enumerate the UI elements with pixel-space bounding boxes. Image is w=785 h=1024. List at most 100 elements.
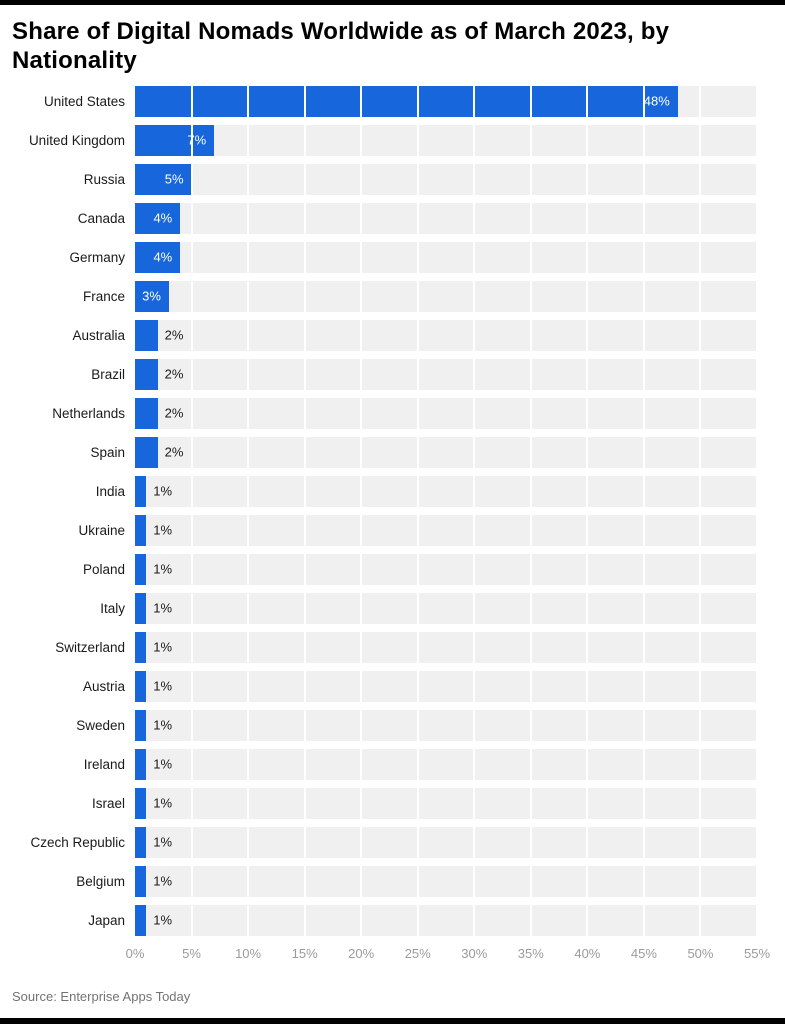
bar-track: 1% (135, 826, 757, 858)
category-label: Canada (77, 210, 125, 226)
bar-track: 2% (135, 358, 757, 390)
bar: 3% (135, 280, 169, 312)
value-label: 3% (142, 288, 161, 304)
value-label: 5% (164, 171, 184, 187)
bar-track: 1% (135, 748, 757, 780)
bar (135, 631, 147, 663)
bar (135, 319, 158, 351)
category-label: Australia (72, 327, 125, 343)
bar-track: 4% (135, 241, 757, 273)
category-label: India (95, 483, 125, 499)
category-label: Spain (90, 444, 125, 460)
category-label: Brazil (91, 366, 125, 382)
value-label: 2% (164, 327, 184, 343)
bar-track: 1% (135, 553, 757, 585)
chart-rows: United States 48% United Kingdom 7% Russia 5%… (0, 81, 758, 940)
value-label: 2% (164, 444, 184, 460)
bar-track: 1% (135, 787, 757, 819)
chart-row: Russia 5% (0, 160, 757, 199)
category-label: Netherlands (52, 405, 125, 421)
chart-row: Switzerland 1% (0, 628, 757, 667)
bar (135, 475, 147, 507)
bar-track: 1% (135, 709, 757, 741)
chart-row: Brazil 2% (0, 355, 757, 394)
bar-track: 2% (135, 319, 757, 351)
bar-track: 1% (135, 670, 757, 702)
x-tick-label: 0% (125, 945, 145, 961)
x-tick-label: 30% (461, 945, 488, 961)
x-tick-label: 5% (182, 945, 201, 961)
value-label: 1% (153, 600, 173, 616)
bar (135, 670, 147, 702)
bar (135, 553, 147, 585)
chart-row: United States 48% (0, 82, 757, 121)
bar: 5% (135, 163, 192, 195)
chart-row: Czech Republic 1% (0, 823, 757, 862)
category-label: Russia (83, 171, 125, 187)
value-label: 1% (153, 795, 173, 811)
category-label: Japan (88, 912, 125, 928)
x-tick-label: 45% (630, 945, 657, 961)
bar: 4% (135, 241, 181, 273)
category-label: Austria (82, 678, 125, 694)
category-label: Poland (82, 561, 125, 577)
bar (135, 826, 147, 858)
value-label: 1% (153, 717, 173, 733)
value-label: 1% (153, 678, 173, 694)
bar-track: 1% (135, 514, 757, 546)
bar (135, 904, 147, 936)
bar-track: 7% (135, 124, 757, 156)
value-label: 2% (164, 405, 184, 421)
bar (135, 748, 147, 780)
value-label: 1% (153, 522, 173, 538)
bar-track: 1% (135, 592, 757, 624)
value-label: 1% (153, 483, 173, 499)
value-label: 48% (643, 93, 670, 109)
chart-title: Share of Digital Nomads Worldwide as of … (12, 18, 670, 75)
chart-row: Australia 2% (0, 316, 757, 355)
chart-row: Ukraine 1% (0, 511, 757, 550)
x-tick-label: 10% (235, 945, 262, 961)
x-tick-label: 35% (517, 945, 544, 961)
bar: 48% (135, 85, 678, 117)
value-label: 1% (153, 834, 173, 850)
chart-row: Germany 4% (0, 238, 757, 277)
bar (135, 592, 147, 624)
category-label: Switzerland (55, 639, 125, 655)
chart-row: Italy 1% (0, 589, 757, 628)
bar: 7% (135, 124, 215, 156)
bar-track: 48% (135, 85, 757, 117)
category-label: Belgium (76, 873, 125, 889)
value-label: 1% (153, 639, 173, 655)
chart-row: Ireland 1% (0, 745, 757, 784)
category-label: Italy (100, 600, 125, 616)
chart-row: Netherlands 2% (0, 394, 757, 433)
value-label: 1% (153, 756, 173, 772)
value-label: 1% (153, 912, 173, 928)
bar-track: 2% (135, 436, 757, 468)
x-tick-label: 25% (404, 945, 431, 961)
value-label: 2% (164, 366, 184, 382)
chart-area: United States 48% United Kingdom 7% Russia 5%… (0, 81, 785, 940)
category-label: United Kingdom (28, 132, 125, 148)
bar-track: 1% (135, 865, 757, 897)
x-axis: 0% 5% 10% 15% 20% 25% 30% 35% 40% 45% 50% 55% (126, 940, 770, 966)
x-tick-label: 15% (291, 945, 318, 961)
bar-track: 4% (135, 202, 757, 234)
chart-row: India 1% (0, 472, 757, 511)
bar-track: 1% (135, 904, 757, 936)
value-label: 4% (153, 210, 173, 226)
x-tick-label: 20% (348, 945, 375, 961)
bar (135, 865, 147, 897)
bar (135, 397, 158, 429)
chart-row: Sweden 1% (0, 706, 757, 745)
value-label: 7% (187, 132, 207, 148)
chart-row: France 3% (0, 277, 757, 316)
x-tick-label: 55% (743, 945, 771, 961)
bar-track: 1% (135, 475, 757, 507)
category-label: Ireland (83, 756, 125, 772)
category-label: United States (43, 93, 125, 109)
category-label: Ukraine (78, 522, 125, 538)
chart-row: Spain 2% (0, 433, 757, 472)
